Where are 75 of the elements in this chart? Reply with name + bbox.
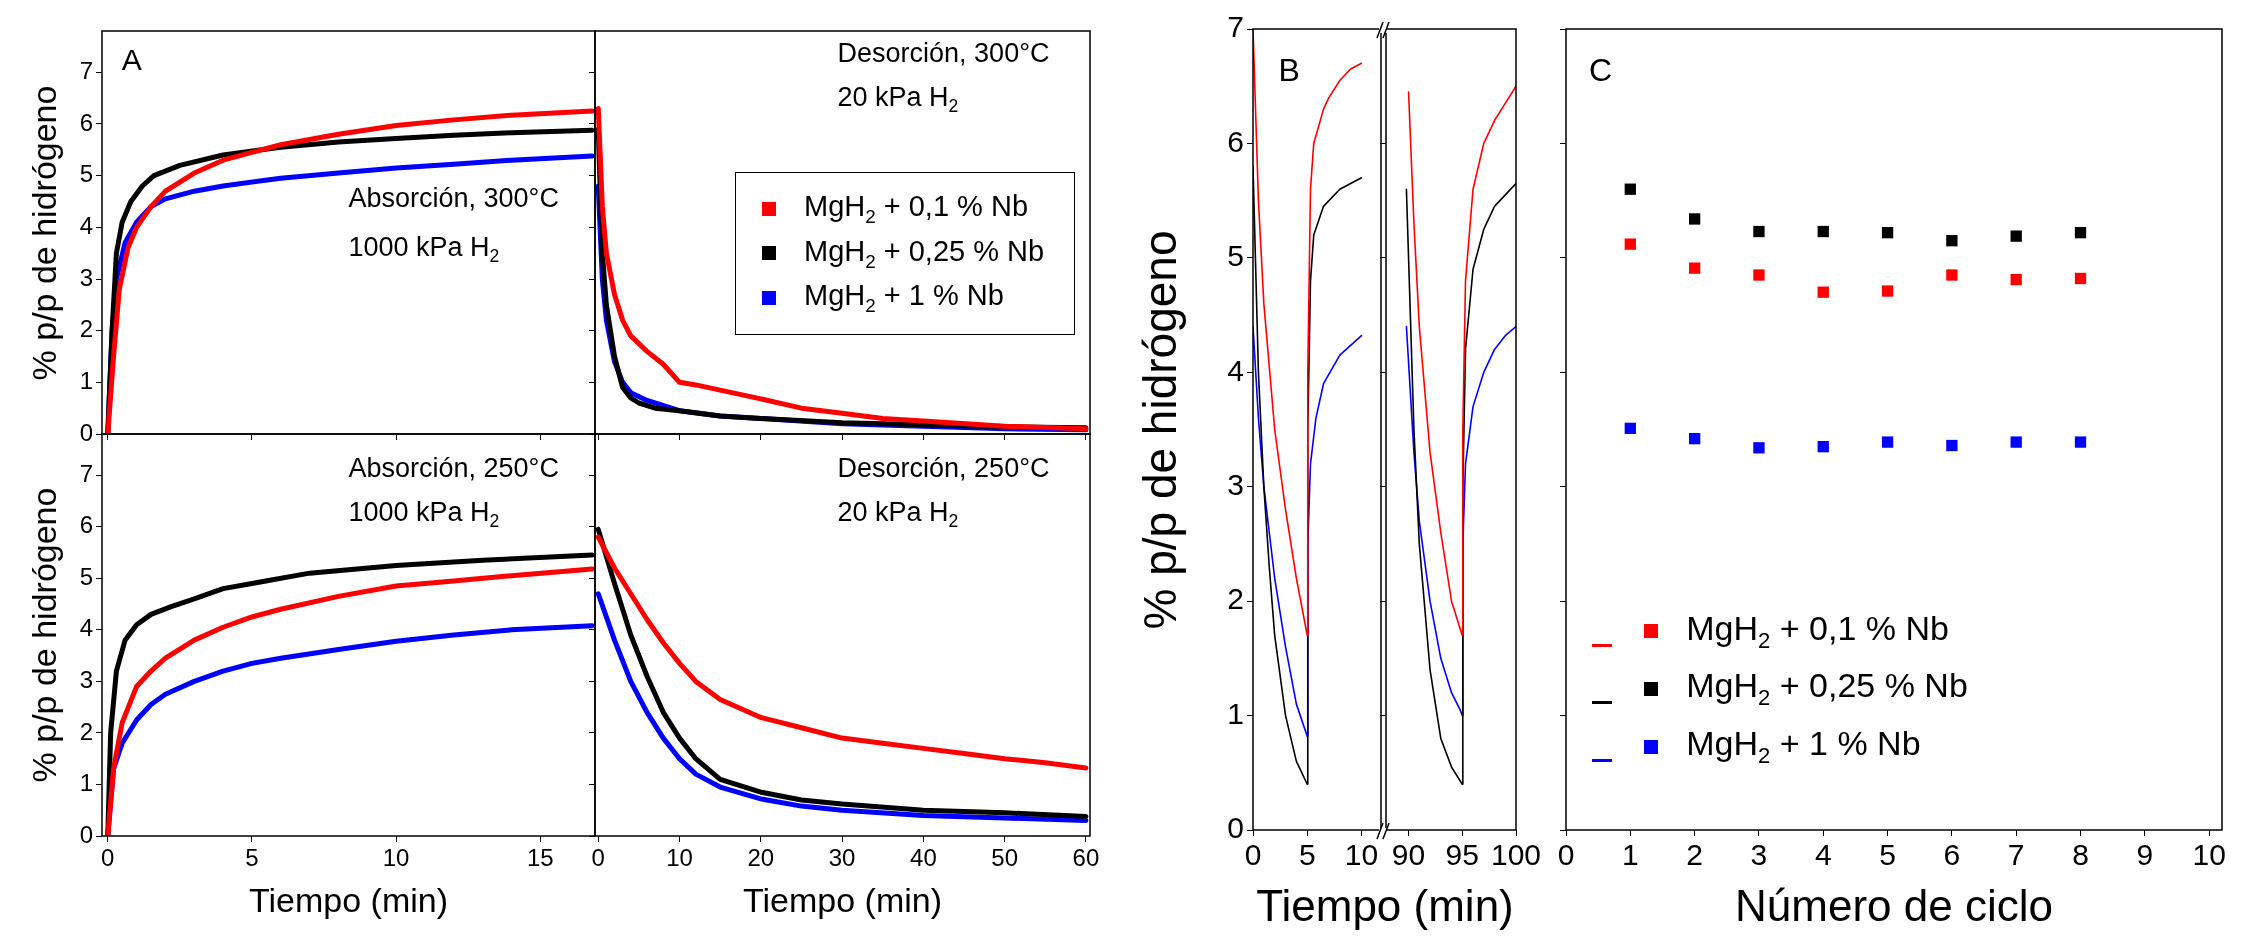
y-tick-label: 2	[1227, 582, 1244, 616]
x-tick-label: 5	[245, 844, 259, 872]
y-tick-label: 5	[79, 160, 93, 188]
y-tick-label: 2	[79, 315, 93, 343]
x-axis-title: Número de ciclo	[1735, 881, 2053, 931]
y-tick-label: 3	[1227, 467, 1244, 501]
x-tick-label: 0	[1557, 838, 1575, 872]
x-tick-label: 5	[1298, 838, 1316, 872]
annotation: C	[1588, 52, 1613, 89]
legend-label: MgH$_{2}$ + 0,1 % Nb	[1686, 608, 1949, 654]
x-tick-label: 50	[991, 844, 1019, 872]
y-tick-label: 4	[79, 614, 93, 642]
y-tick-label: 0	[79, 418, 93, 446]
x-axis-title: Tiempo (min)	[1256, 881, 1514, 931]
y-tick-label: 4	[1227, 353, 1244, 387]
annotation: 1000 kPa H$_{2}$	[348, 231, 500, 266]
y-tick-label: 0	[79, 820, 93, 848]
x-tick-label: 10	[2192, 838, 2226, 872]
annotation: Desorción, 300°C	[837, 38, 1050, 69]
legend-label: MgH$_{2}$ + 1 % Nb	[1686, 724, 1921, 769]
x-tick-label: 90	[1391, 838, 1426, 872]
y-tick-label: 0	[1227, 811, 1244, 845]
x-tick-label: 8	[2072, 838, 2089, 872]
x-tick-label: 2	[1686, 838, 1703, 872]
y-tick-label: 7	[79, 56, 93, 84]
y-tick-label: 5	[1227, 239, 1244, 273]
x-tick-label: 0	[591, 844, 605, 872]
x-tick-label: 10	[666, 844, 693, 872]
y-tick-label: 6	[79, 511, 93, 539]
y-tick-label: 6	[1227, 124, 1244, 158]
x-tick-label: 0	[101, 844, 115, 872]
legend-label: MgH$_{2}$ + 0,25 % Nb	[1686, 666, 1968, 712]
y-tick-label: 1	[79, 769, 93, 797]
x-axis-title: Tiempo (min)	[743, 881, 942, 920]
x-tick-label: 20	[747, 844, 775, 872]
annotation: 1000 kPa H$_{2}$	[348, 497, 500, 532]
annotation: Desorción, 250°C	[837, 453, 1050, 484]
annotation: Absorción, 250°C	[348, 453, 559, 484]
y-tick-label: 4	[79, 211, 93, 239]
x-tick-label: 6	[1943, 838, 1961, 872]
y-tick-label: 1	[1227, 696, 1244, 730]
y-tick-label: 1	[79, 366, 93, 394]
x-tick-label: 100	[1490, 838, 1542, 872]
annotation: Absorción, 300°C	[348, 183, 559, 214]
x-tick-label: 60	[1072, 844, 1100, 872]
y-tick-label: 3	[79, 666, 93, 694]
x-tick-label: 3	[1750, 838, 1768, 872]
x-tick-label: 1	[1621, 838, 1639, 872]
x-tick-label: 5	[1879, 838, 1896, 872]
x-tick-label: 15	[526, 844, 554, 872]
y-tick-label: 3	[79, 263, 93, 291]
x-tick-label: 95	[1445, 838, 1479, 872]
x-tick-label: 7	[2007, 838, 2025, 872]
annotation: 20 kPa H$_{2}$	[837, 497, 959, 532]
x-tick-label: 30	[828, 844, 856, 872]
x-tick-label: 10	[1344, 838, 1379, 872]
y-axis-title: % p/p de hidrógeno	[25, 487, 64, 783]
annotation: 20 kPa H$_{2}$	[837, 82, 959, 117]
y-tick-label: 5	[79, 562, 93, 590]
y-tick-label: 7	[1227, 10, 1244, 44]
legend-label: MgH$_{2}$ + 0,25 % Nb	[803, 234, 1045, 273]
y-tick-label: 2	[79, 717, 93, 745]
x-tick-label: 4	[1814, 838, 1832, 872]
y-tick-label: 7	[79, 459, 93, 487]
y-axis-title: % p/p de hidrógeno	[25, 85, 64, 380]
x-tick-label: 40	[910, 844, 937, 872]
x-tick-label: 9	[2136, 838, 2154, 872]
annotation: A	[121, 43, 142, 77]
x-tick-label: 10	[382, 844, 410, 872]
legend-label: MgH$_{2}$ + 0,1 % Nb	[803, 190, 1029, 228]
y-tick-label: 6	[79, 108, 93, 136]
annotation: B	[1278, 52, 1300, 89]
x-axis-title: Tiempo (min)	[249, 881, 448, 920]
legend-label: MgH$_{2}$ + 1 % Nb	[803, 279, 1004, 317]
y-axis-title: % p/p de hidrógeno	[1133, 230, 1186, 629]
